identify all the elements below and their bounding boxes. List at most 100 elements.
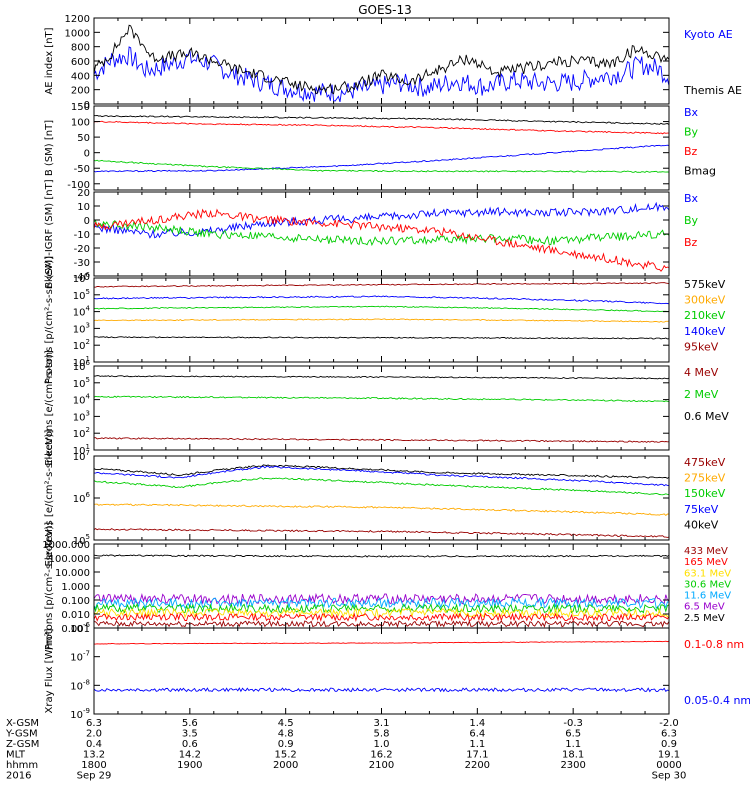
x-axis-tick-label: 0.9 bbox=[661, 739, 677, 750]
series-line-protons-575kev bbox=[94, 336, 670, 340]
x-axis-row-label: hhmm bbox=[6, 760, 38, 771]
y-tick-label: 103 bbox=[73, 321, 90, 335]
y-tick-label: 104 bbox=[73, 393, 91, 407]
x-axis-tick-label: 16.2 bbox=[370, 750, 392, 761]
x-axis-tick-label: 1.4 bbox=[469, 718, 485, 729]
legend-entry: 150keV bbox=[684, 487, 726, 500]
panel-frame bbox=[93, 455, 670, 541]
legend-entry: Bz bbox=[684, 145, 698, 158]
x-axis-row-label: X-GSM bbox=[6, 718, 39, 729]
y-axis-label: B (SM)-IGRF (SM) [nT] bbox=[44, 179, 55, 288]
series-line-protons_hi-6-5-mev bbox=[93, 592, 670, 606]
y-tick-label: 0 bbox=[84, 100, 90, 111]
series-line-dbsm-by bbox=[93, 219, 670, 247]
series-line-bsm-bz bbox=[93, 120, 669, 135]
y-axis-label: Electrons [e/(cm²-s-sr-keV)] bbox=[44, 429, 55, 566]
x-axis-tick-label: 2000 bbox=[273, 760, 298, 771]
x-axis-row-label: MLT bbox=[6, 750, 26, 761]
panel-protons_hi: 0.001 0.010 0.100 1.000 10.000 100.000 1000.00… bbox=[42, 522, 731, 650]
x-axis-tick-label: 6.5 bbox=[565, 729, 581, 740]
y-axis-label: Protons [p/(cm²-s-sr-keV)] bbox=[44, 256, 55, 384]
legend-entry: 40keV bbox=[684, 518, 719, 531]
series-line-electrons_lo-40kev bbox=[93, 464, 670, 479]
legend-entry: Kyoto AE bbox=[684, 28, 733, 41]
x-axis-tick-label: 13.2 bbox=[83, 750, 105, 761]
legend-entry: 575keV bbox=[684, 278, 726, 291]
x-axis-tick-label: 1800 bbox=[81, 760, 106, 771]
series-line-bsm-by bbox=[93, 159, 670, 173]
x-axis-tick-label: 15.2 bbox=[275, 750, 297, 761]
series-line-xray-0-05-0-4-nm bbox=[93, 687, 670, 693]
y-tick-label: 0.010 bbox=[61, 610, 90, 621]
x-axis-tick-label: 6.3 bbox=[86, 718, 102, 729]
y-tick-label: 0 bbox=[84, 149, 90, 160]
legend-entry: 4 MeV bbox=[684, 366, 719, 379]
x-axis-tick-label: 18.1 bbox=[562, 750, 584, 761]
x-axis-tick-label: -2.0 bbox=[659, 718, 679, 729]
legend-entry: 433 MeV bbox=[684, 546, 728, 557]
x-axis-row-label: Y-GSM bbox=[5, 729, 38, 740]
series-line-electrons_hi-0-6-mev bbox=[93, 375, 670, 380]
legend-entry: Themis AE bbox=[683, 84, 742, 97]
x-axis-tick-label: 0000 bbox=[656, 760, 681, 771]
legend-entry: 165 MeV bbox=[684, 557, 728, 568]
x-axis-row-label: Z-GSM bbox=[6, 739, 39, 750]
series-line-protons-140kev bbox=[93, 295, 670, 305]
legend-entry: 63.1 MeV bbox=[684, 568, 731, 579]
y-tick-label: -100 bbox=[67, 180, 90, 191]
x-axis-tick-label: 4.8 bbox=[278, 729, 294, 740]
series-line-protons_hi-30-6-mev bbox=[93, 602, 670, 615]
panel-frame bbox=[93, 627, 670, 715]
x-axis-tick-label: 19.1 bbox=[658, 750, 680, 761]
y-tick-label: 0.100 bbox=[61, 596, 90, 607]
legend-entry: 0.05-0.4 nm bbox=[684, 694, 750, 707]
legend-entry: 0.6 MeV bbox=[684, 410, 729, 423]
x-axis-tick-label: 6.4 bbox=[469, 729, 485, 740]
legend-entry: By bbox=[684, 126, 699, 139]
y-tick-label: 106 bbox=[73, 491, 91, 505]
y-tick-label: 1000.000 bbox=[42, 540, 90, 551]
x-axis-tick-label: 2200 bbox=[465, 760, 490, 771]
y-tick-label: 104 bbox=[73, 305, 91, 319]
y-tick-label: 0.001 bbox=[61, 624, 90, 635]
y-tick-label: 10-7 bbox=[70, 650, 90, 664]
x-axis-tick-label: 17.1 bbox=[466, 750, 488, 761]
y-tick-label: 50 bbox=[77, 133, 90, 144]
x-axis-tick-label: Sep 29 bbox=[77, 771, 112, 782]
series-line-protons_hi-165-mev bbox=[93, 612, 670, 623]
y-axis-label: Electrons [e/(cm²-s-sr)] bbox=[44, 350, 55, 466]
x-axis-row-label: 2016 bbox=[6, 771, 31, 782]
y-tick-label: -20 bbox=[74, 244, 90, 255]
legend-entry: 275keV bbox=[684, 472, 726, 485]
x-axis-tick-label: Sep 30 bbox=[652, 771, 687, 782]
series-line-xray-0-1-0-8-nm bbox=[94, 640, 670, 645]
x-axis-tick-label: 0.6 bbox=[182, 739, 198, 750]
y-tick-label: 105 bbox=[73, 376, 90, 390]
x-axis-ephemeris-table: X-GSMY-GSMZ-GSMMLThhmm20166.32.00.413.21… bbox=[5, 718, 686, 782]
x-axis-tick-label: 4.5 bbox=[278, 718, 294, 729]
legend-entry: 300keV bbox=[684, 294, 726, 307]
legend-entry: 140keV bbox=[684, 325, 726, 338]
y-tick-label: -30 bbox=[74, 258, 90, 269]
series-line-electrons_lo-75kev bbox=[94, 465, 670, 487]
panel-ae: 0 200 400 600 800 1000 1200 AE index [nT] Kyoto … bbox=[44, 14, 742, 111]
legend-entry: Bmag bbox=[684, 165, 716, 178]
series-line-dbsm-bz bbox=[93, 208, 670, 272]
y-tick-label: 100 bbox=[71, 118, 90, 129]
x-axis-tick-label: 14.2 bbox=[179, 750, 201, 761]
x-axis-tick-label: 5.6 bbox=[182, 718, 198, 729]
y-tick-label: -40 bbox=[74, 272, 90, 283]
y-axis-label: Protons [p/(cm²-s-sr-keV)] bbox=[44, 522, 55, 650]
legend-entry: 210keV bbox=[684, 309, 726, 322]
series-line-protons-300kev bbox=[93, 318, 670, 323]
y-tick-label: 10-8 bbox=[70, 678, 90, 692]
y-tick-label: 102 bbox=[73, 338, 90, 352]
x-axis-tick-label: 0.4 bbox=[86, 739, 102, 750]
y-tick-label: -50 bbox=[74, 164, 90, 175]
y-tick-label: 20 bbox=[77, 188, 90, 199]
legend-entry: 30.6 MeV bbox=[684, 579, 731, 590]
